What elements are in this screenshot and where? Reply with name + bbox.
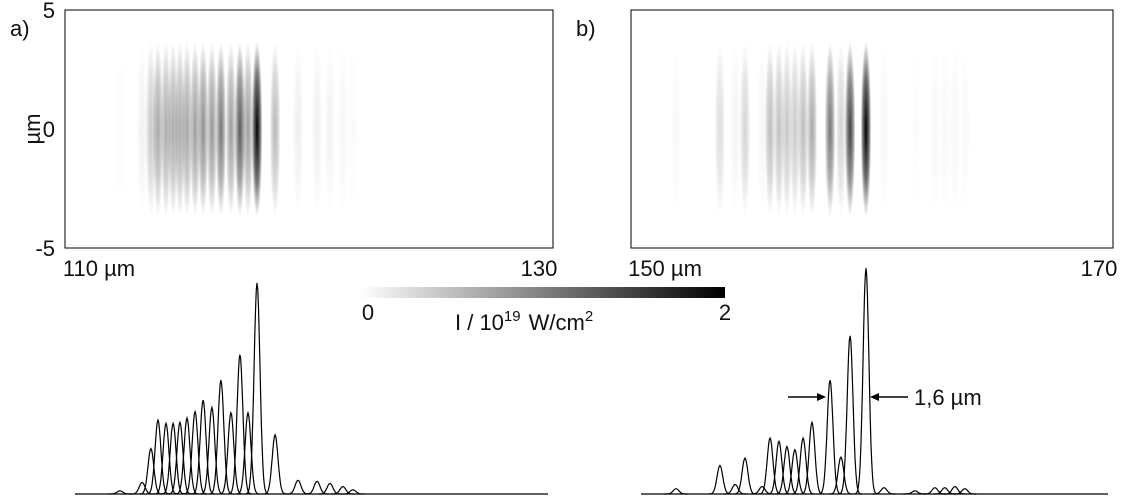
heatmap-stripe: [234, 40, 246, 218]
heatmap-stripe: [824, 40, 836, 218]
profile-peak: [236, 410, 260, 495]
profile-peak: [818, 379, 842, 495]
profile-peak: [146, 418, 170, 495]
x-tick-label: 150 µm: [628, 256, 702, 281]
heatmap-stripe: [781, 40, 793, 218]
colorbar-tick-label: 2: [719, 300, 731, 325]
annotation: 1,6 µm: [914, 385, 982, 410]
profile-peak: [829, 455, 853, 495]
heatmap-stripe: [115, 41, 126, 217]
profile-peak: [664, 488, 688, 495]
heatmap-stripe: [189, 40, 201, 218]
heatmap-stripe: [251, 40, 263, 218]
heatmap-stripe: [714, 40, 726, 218]
x-tick-label: 110 µm: [63, 256, 135, 281]
heatmap-stripe: [739, 40, 751, 218]
heatmap-stripe: [136, 40, 148, 218]
heatmap-stripe: [835, 40, 847, 218]
colorbar-label-part: W/cm: [529, 310, 585, 335]
profile-peak: [758, 436, 782, 495]
heatmap-stripe: [860, 40, 872, 218]
colorbar-tick-label: 0: [362, 300, 374, 325]
y-tick-label: 5: [43, 0, 55, 23]
y-tick-label: -5: [35, 236, 55, 261]
profile-peak: [209, 379, 233, 495]
plot-frame: [64, 9, 554, 249]
heatmap-stripe: [311, 40, 323, 218]
colorbar-label: I / 1019 W/cm2: [455, 308, 593, 335]
heatmap-stripe: [910, 41, 921, 217]
heatmap-stripe: [959, 41, 970, 217]
profile-peak: [183, 409, 207, 495]
heatmap-stripe: [789, 40, 801, 218]
heatmap-stripe: [181, 40, 193, 218]
heatmap-stripe: [292, 40, 304, 218]
profile-peak: [953, 488, 977, 495]
heatmap-stripe: [338, 41, 349, 217]
profile-peak: [733, 456, 757, 495]
profile-peak: [245, 282, 269, 495]
heatmap-stripe: [269, 40, 281, 218]
profile-peak: [191, 399, 215, 495]
x-tick-label: 130: [521, 256, 558, 281]
profile-peak: [263, 433, 287, 495]
profile-peak: [154, 421, 178, 495]
heatmap-stripe: [879, 41, 890, 217]
arrow-head: [869, 393, 879, 401]
profile-peak: [708, 464, 732, 495]
profile-peak: [228, 354, 252, 495]
panel-label: a): [10, 16, 30, 41]
profile-peak: [286, 479, 310, 495]
profile-peak: [139, 447, 163, 495]
profile-peak: [791, 436, 815, 495]
heatmap-stripe: [324, 40, 336, 218]
heatmap-stripe: [939, 41, 950, 217]
colorbar: [360, 287, 725, 298]
plot-frame: [630, 9, 1114, 249]
colorbar-label-part: 2: [585, 308, 593, 325]
heatmap-stripe: [671, 41, 682, 217]
profile-peak: [783, 448, 807, 495]
arrow-head: [817, 393, 827, 401]
y-axis-label: µm: [20, 113, 45, 144]
heatmap-stripe: [729, 40, 741, 218]
profile-peak: [341, 489, 365, 495]
heatmap-stripe: [242, 40, 254, 218]
profile-peak: [767, 439, 791, 495]
colorbar-label-part: 19: [504, 308, 521, 325]
heatmap-stripe: [764, 40, 776, 218]
y-tick-label: 0: [43, 117, 55, 142]
profile-peak: [838, 335, 862, 495]
heatmap-stripe: [773, 40, 785, 218]
heatmap-stripe: [348, 41, 359, 217]
heatmap-stripe: [197, 40, 209, 218]
profile-peak: [775, 445, 799, 495]
profile-peak: [800, 420, 824, 495]
profile-peak: [854, 268, 878, 495]
profile-peak: [219, 410, 243, 495]
profile-peak: [161, 421, 185, 495]
heatmap-stripe: [152, 40, 164, 218]
colorbar-label-part: I / 10: [455, 310, 504, 335]
heatmap-stripe: [930, 41, 941, 217]
heatmap-stripe: [206, 40, 218, 218]
heatmap-stripe: [797, 40, 809, 218]
x-tick-label: 170: [1081, 256, 1118, 281]
heatmap-stripe: [844, 40, 856, 218]
heatmap-stripe: [215, 40, 227, 218]
heatmap-stripe: [950, 41, 961, 217]
panel-label: b): [576, 16, 596, 41]
profile-peak: [200, 405, 224, 495]
heatmap-stripe: [225, 40, 237, 218]
heatmap-stripe: [806, 40, 818, 218]
